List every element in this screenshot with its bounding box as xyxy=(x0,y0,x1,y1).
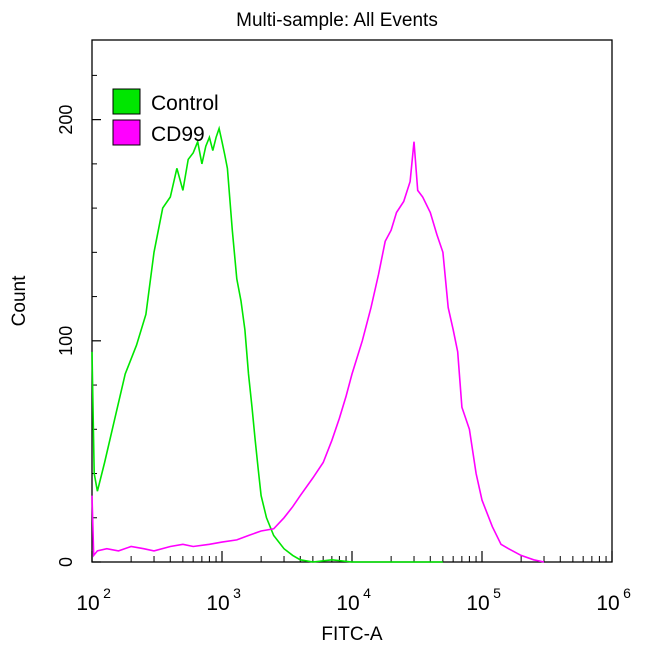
legend-swatch-control xyxy=(112,88,141,115)
x-tick-exponent: 2 xyxy=(103,585,111,601)
legend-swatch-cd99 xyxy=(112,119,141,146)
x-tick-exponent: 6 xyxy=(623,585,631,601)
x-tick-label: 10 xyxy=(206,592,229,615)
x-tick-exponent: 3 xyxy=(233,585,241,601)
legend: Control CD99 xyxy=(112,88,219,146)
y-tick-label: 100 xyxy=(56,326,76,356)
legend-label-control: Control xyxy=(151,92,219,115)
series-cd99-line xyxy=(91,141,545,563)
chart-title: Multi-sample: All Events xyxy=(236,10,438,31)
x-tick-exponent: 4 xyxy=(363,585,371,601)
x-tick-label: 10 xyxy=(336,592,359,615)
y-axis-label: Count xyxy=(9,275,30,326)
x-tick-label: 10 xyxy=(76,592,99,615)
x-tick-label: 10 xyxy=(596,592,619,615)
x-tick-exponent: 5 xyxy=(493,585,501,601)
y-tick-label: 0 xyxy=(56,557,76,567)
series-control-line xyxy=(91,125,443,563)
y-tick-label: 200 xyxy=(56,105,76,135)
x-tick-label: 10 xyxy=(466,592,489,615)
legend-label-cd99: CD99 xyxy=(151,123,205,146)
plot-frame xyxy=(91,39,613,563)
series-layer xyxy=(91,125,545,563)
x-axis-label: FITC-A xyxy=(321,624,383,645)
